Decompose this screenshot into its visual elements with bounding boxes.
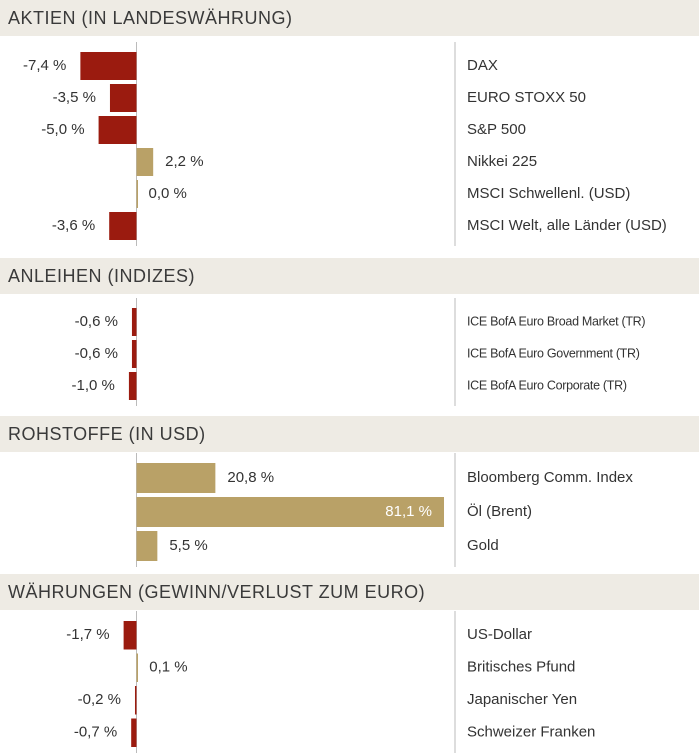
value-label: -7,4 % bbox=[23, 57, 66, 74]
category-label: ICE BofA Euro Government (TR) bbox=[467, 346, 640, 360]
value-label: 20,8 % bbox=[227, 469, 274, 486]
bar bbox=[136, 531, 158, 561]
value-label: 5,5 % bbox=[169, 537, 207, 554]
bar bbox=[123, 621, 137, 650]
bar bbox=[109, 212, 137, 240]
section-header bbox=[0, 258, 699, 294]
value-label: -0,6 % bbox=[75, 313, 118, 330]
section-title: WÄHRUNGEN (GEWINN/VERLUST ZUM EURO) bbox=[8, 582, 425, 602]
category-label: US-Dollar bbox=[467, 626, 532, 643]
bar bbox=[136, 148, 154, 176]
category-label: Schweizer Franken bbox=[467, 724, 595, 741]
section-title: AKTIEN (IN LANDESWÄHRUNG) bbox=[8, 8, 293, 28]
category-label: DAX bbox=[467, 57, 498, 74]
value-label: -1,0 % bbox=[72, 377, 115, 394]
bar bbox=[80, 52, 137, 80]
category-label: Bloomberg Comm. Index bbox=[467, 469, 633, 486]
category-label: Britisches Pfund bbox=[467, 659, 575, 676]
value-label: -0,7 % bbox=[74, 724, 117, 741]
value-label: -3,5 % bbox=[53, 89, 96, 106]
bar bbox=[131, 308, 137, 336]
category-label: ICE BofA Euro Corporate (TR) bbox=[467, 378, 627, 392]
section-header bbox=[0, 574, 699, 610]
category-label: Öl (Brent) bbox=[467, 502, 532, 520]
value-label: 0,1 % bbox=[149, 659, 187, 676]
value-label: -0,6 % bbox=[75, 345, 118, 362]
bar bbox=[131, 718, 137, 747]
value-label: 0,0 % bbox=[149, 185, 187, 202]
value-label: -3,6 % bbox=[52, 217, 95, 234]
category-label: Nikkei 225 bbox=[467, 153, 537, 170]
bar bbox=[136, 180, 138, 208]
section-title: ANLEIHEN (INDIZES) bbox=[8, 266, 195, 286]
section-title: ROHSTOFFE (IN USD) bbox=[8, 424, 206, 444]
category-label: MSCI Schwellenl. (USD) bbox=[467, 185, 630, 202]
bar bbox=[134, 686, 137, 715]
category-label: ICE BofA Euro Broad Market (TR) bbox=[467, 314, 645, 328]
section-header bbox=[0, 416, 699, 452]
section-header bbox=[0, 0, 699, 36]
category-label: Japanischer Yen bbox=[467, 691, 577, 708]
value-label: 2,2 % bbox=[165, 153, 203, 170]
bar bbox=[109, 84, 137, 112]
bar bbox=[136, 653, 138, 682]
bar bbox=[136, 463, 216, 493]
value-label: -5,0 % bbox=[41, 121, 84, 138]
category-label: S&P 500 bbox=[467, 121, 526, 138]
bar bbox=[131, 340, 137, 368]
category-label: EURO STOXX 50 bbox=[467, 89, 586, 106]
value-label: 81,1 % bbox=[385, 503, 432, 520]
bar bbox=[128, 372, 137, 400]
value-label: -0,2 % bbox=[78, 691, 121, 708]
category-label: MSCI Welt, alle Länder (USD) bbox=[467, 217, 667, 234]
value-label: -1,7 % bbox=[66, 626, 109, 643]
category-label: Gold bbox=[467, 537, 499, 554]
bar bbox=[136, 497, 445, 527]
bar bbox=[98, 116, 137, 144]
